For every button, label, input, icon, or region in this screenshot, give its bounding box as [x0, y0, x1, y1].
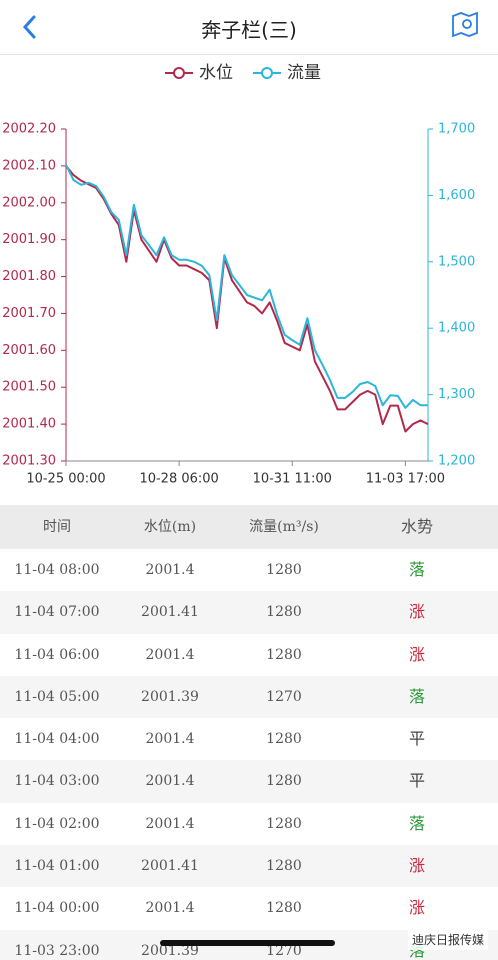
- y-tick-label: 2001.50: [2, 380, 56, 395]
- table-cell: 1270: [266, 688, 302, 705]
- table-cell: 2001.4: [145, 815, 195, 832]
- data-table: 时间 水位(m) 流量(m³/s) 水势 11-04 08:00 2001.4 1280 落 1…: [0, 505, 498, 960]
- back-button[interactable]: [22, 15, 36, 39]
- y2-tick-label: 1,600: [438, 188, 475, 203]
- table-row: 11-04 06:00 2001.4 1280 涨: [0, 633, 498, 676]
- column-header: 水位(m): [143, 519, 197, 535]
- table-cell: 11-04 05:00: [14, 688, 100, 705]
- y2-tick-label: 1,400: [438, 321, 475, 336]
- table-cell: 1280: [266, 731, 302, 748]
- trend-cell: 涨: [408, 856, 425, 876]
- y-tick-label: 2001.80: [2, 269, 56, 284]
- trend-cell: 平: [408, 771, 425, 791]
- trend-cell: 落: [408, 813, 425, 833]
- home-indicator: [160, 940, 335, 946]
- header: 奔子栏(三): [0, 0, 498, 55]
- column-header: 时间: [43, 519, 71, 535]
- table-cell: 2001.4: [145, 773, 195, 790]
- legend-label: 流量: [287, 63, 321, 83]
- y2-tick-label: 1,500: [438, 254, 475, 269]
- table-cell: 11-04 04:00: [14, 731, 100, 748]
- table-cell: 11-04 03:00: [14, 773, 100, 790]
- table-cell: 2001.41: [141, 858, 199, 875]
- legend-item: 流量: [253, 63, 321, 83]
- table-cell: 1270: [266, 942, 302, 959]
- y-tick-label: 2002.10: [2, 158, 56, 173]
- x-tick-label: 10-25 00:00: [26, 472, 105, 487]
- table-cell: 11-03 23:00: [14, 942, 100, 959]
- table-row: 11-04 03:00 2001.4 1280 平: [0, 760, 498, 803]
- watermark: 迪庆日报传媒: [407, 929, 488, 950]
- trend-cell: 涨: [408, 602, 425, 622]
- y-tick-label: 2002.20: [2, 122, 56, 137]
- header-icons: [22, 11, 478, 39]
- trend-cell: 平: [408, 729, 425, 749]
- y-tick-label: 2001.40: [2, 417, 56, 432]
- column-header: 水势: [400, 517, 433, 536]
- y-tick-label: 2001.30: [2, 454, 56, 469]
- y2-tick-label: 1,200: [438, 454, 475, 469]
- table-row: 11-04 00:00 2001.4 1280 涨: [0, 887, 498, 930]
- table-cell: 2001.4: [145, 731, 195, 748]
- table-row: 11-04 01:00 2001.41 1280 涨: [0, 845, 498, 888]
- table-cell: 11-04 01:00: [14, 858, 100, 875]
- table-row: 11-04 07:00 2001.41 1280 涨: [0, 591, 498, 634]
- x-tick-label: 10-28 06:00: [139, 472, 218, 487]
- table-cell: 1280: [266, 646, 302, 663]
- x-tick-label: 10-31 11:00: [253, 472, 332, 487]
- trend-cell: 涨: [408, 898, 425, 918]
- table-cell: 1280: [266, 773, 302, 790]
- y-tick-label: 2001.60: [2, 343, 56, 358]
- data-line: [65, 164, 428, 409]
- trend-cell: 涨: [408, 644, 425, 664]
- table-cell: 2001.4: [145, 562, 195, 578]
- table-cell: 1280: [266, 815, 302, 832]
- chart: 2001.30 2001.40 2001.50 2001.60 2001.70 2001.…: [2, 63, 475, 487]
- table-cell: 11-04 02:00: [14, 815, 100, 832]
- table-row: 11-04 02:00 2001.4 1280 落: [0, 802, 498, 846]
- legend-marker: [261, 67, 273, 79]
- table-cell: 11-04 00:00: [14, 900, 100, 917]
- table-cell: 1280: [266, 858, 302, 875]
- table-cell: 2001.4: [145, 646, 195, 663]
- table-cell: 11-04 06:00: [14, 646, 100, 663]
- column-header: 流量(m³/s): [249, 519, 319, 535]
- table-cell: 11-04 08:00: [14, 562, 100, 578]
- legend-label: 水位: [199, 63, 233, 83]
- table-header: 时间 水位(m) 流量(m³/s) 水势: [0, 505, 498, 549]
- title: 奔子栏(三): [201, 18, 297, 42]
- map-button[interactable]: [452, 11, 478, 38]
- x-tick-label: 11-03 17:00: [366, 472, 445, 487]
- table-row: 11-04 08:00 2001.4 1280 落: [0, 549, 498, 592]
- legend-item: 水位: [165, 63, 233, 83]
- table-row: 11-04 04:00 2001.4 1280 平: [0, 718, 498, 761]
- table-cell: 2001.39: [141, 688, 199, 705]
- y-tick-label: 2001.90: [2, 232, 56, 247]
- y2-tick-label: 1,300: [438, 387, 475, 402]
- table-cell: 2001.39: [141, 942, 199, 959]
- table-cell: 2001.41: [141, 604, 199, 621]
- trend-cell: 落: [408, 686, 425, 706]
- table-cell: 1280: [266, 562, 302, 578]
- legend-marker: [173, 67, 185, 79]
- y2-tick-label: 1,700: [438, 122, 475, 137]
- y-tick-label: 2002.00: [2, 195, 56, 210]
- table-cell: 11-04 07:00: [14, 604, 100, 621]
- table-cell: 2001.4: [145, 900, 195, 917]
- table-cell: 1280: [266, 900, 302, 917]
- y-tick-label: 2001.70: [2, 306, 56, 321]
- data-line: [65, 165, 429, 433]
- trend-cell: 落: [408, 560, 425, 579]
- table-row: 11-04 05:00 2001.39 1270 落: [0, 675, 498, 719]
- table-cell: 1280: [266, 604, 302, 621]
